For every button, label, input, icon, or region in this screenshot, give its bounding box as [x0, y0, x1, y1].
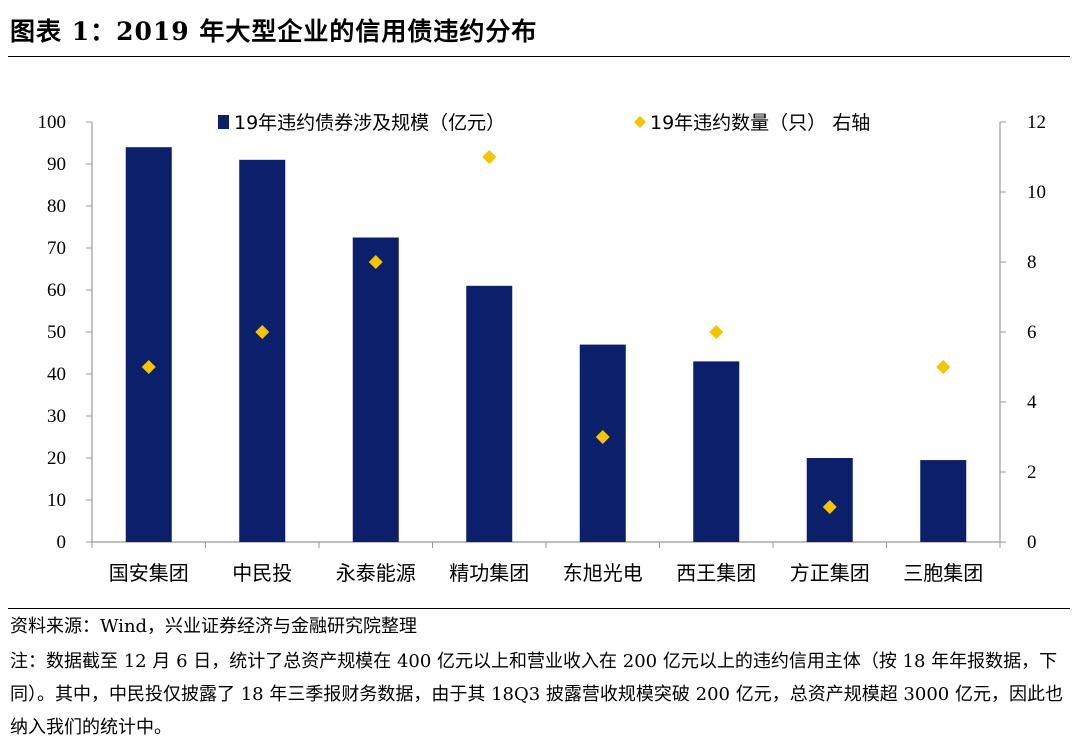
bar-3	[352, 237, 399, 542]
legend-bar-swatch	[218, 115, 229, 129]
category-label: 永泰能源	[336, 561, 416, 585]
left-tick-label: 0	[57, 532, 67, 553]
right-tick-label: 4	[1027, 392, 1037, 413]
category-label: 中民投	[232, 561, 292, 585]
left-tick-label: 50	[47, 322, 66, 343]
point-5	[595, 430, 610, 444]
category-label: 精功集团	[449, 561, 529, 585]
point-3	[368, 255, 383, 269]
left-tick-label: 10	[47, 490, 66, 511]
point-1	[141, 360, 156, 374]
left-tick-label: 20	[47, 448, 66, 469]
chart-svg: 0 10 20 30 40 50 60 70 80 90 100 0 2 4 6 8 10 12 国安集团 中民投 永泰…	[38, 112, 1047, 585]
bar-4	[466, 285, 513, 542]
left-tick-label: 80	[47, 196, 66, 217]
left-tick-label: 70	[47, 238, 66, 259]
source-text: 资料来源：Wind，兴业证券经济与金融研究院整理	[10, 616, 418, 637]
category-label: 方正集团	[790, 561, 870, 585]
point-2	[255, 325, 270, 339]
category-label: 国安集团	[109, 561, 189, 585]
point-8	[936, 360, 951, 374]
right-tick-label: 12	[1027, 112, 1046, 133]
left-tick-label: 60	[47, 280, 66, 301]
bar-8	[920, 460, 967, 542]
category-label: 东旭光电	[563, 561, 643, 585]
chart-title: 图表 1：2019 年大型企业的信用债违约分布	[10, 17, 538, 46]
point-6	[709, 325, 724, 339]
right-tick-label: 8	[1027, 252, 1037, 273]
right-tick-label: 2	[1027, 462, 1037, 483]
point-7	[822, 500, 837, 514]
left-tick-label: 40	[47, 364, 66, 385]
category-label: 西王集团	[676, 561, 756, 585]
point-4	[482, 150, 497, 164]
bar-2	[239, 159, 286, 543]
category-label: 三胞集团	[903, 561, 983, 585]
left-tick-label: 30	[47, 406, 66, 427]
right-tick-label: 0	[1027, 532, 1037, 553]
bar-6	[693, 361, 740, 542]
note-text: 注：数据截至 12 月 6 日，统计了总资产规模在 400 亿元以上和营业收入在…	[10, 651, 1063, 738]
footer-divider	[8, 608, 1070, 609]
legend-marker-swatch	[634, 116, 646, 128]
title-divider	[8, 56, 1070, 57]
legend-marker-label: 19年违约数量（只） 右轴	[650, 112, 870, 134]
legend-bar-label: 19年违约债券涉及规模（亿元）	[234, 112, 505, 134]
right-tick-label: 6	[1027, 322, 1037, 343]
bar-1	[125, 147, 172, 542]
right-tick-label: 10	[1027, 182, 1046, 203]
left-tick-label: 100	[38, 112, 67, 133]
left-tick-label: 90	[47, 154, 66, 175]
